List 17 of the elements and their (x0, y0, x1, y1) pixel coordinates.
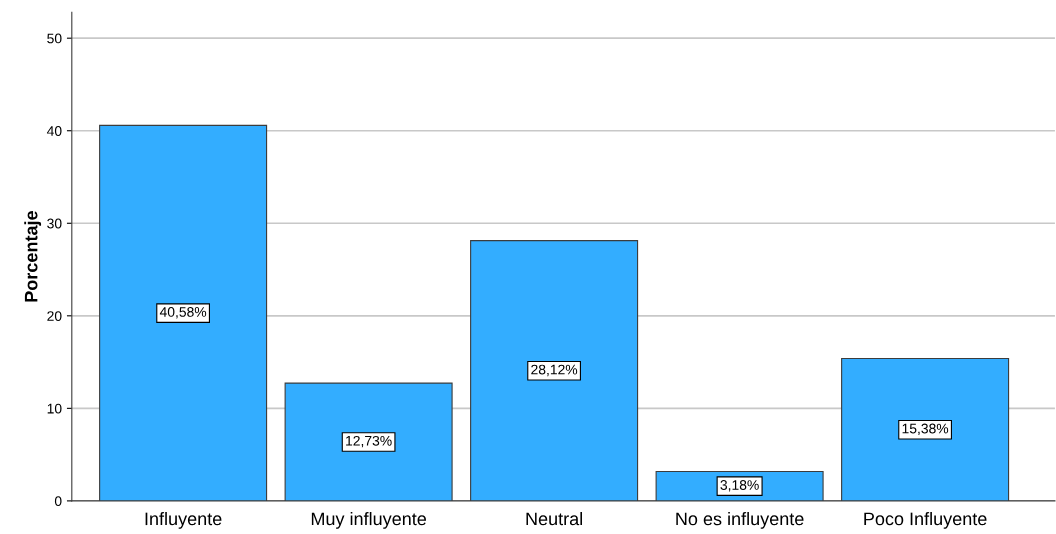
x-tick-label: No es influyente (676, 512, 804, 529)
y-tick-label: 20 (47, 311, 62, 321)
x-tick-label: Neutral (526, 512, 582, 526)
y-tick-label: 10 (47, 403, 62, 414)
data-label: 40,58% (159, 307, 207, 319)
x-tick-label: Muy influyente (311, 512, 427, 529)
y-tick-label: 0 (54, 496, 62, 507)
y-tick-label: 40 (46, 126, 62, 136)
data-label: 12,73% (346, 435, 392, 448)
x-tick-label: Influyente (145, 512, 222, 529)
x-tick-label: Poco Influyente (864, 512, 987, 529)
data-label: 15,38% (902, 423, 949, 436)
y-axis-title: Porcentaje (24, 211, 42, 302)
y-tick-label: 50 (47, 33, 62, 44)
data-label: 3,18% (720, 480, 759, 492)
y-tick-label: 30 (47, 218, 62, 229)
data-label: 28,12% (531, 364, 578, 377)
